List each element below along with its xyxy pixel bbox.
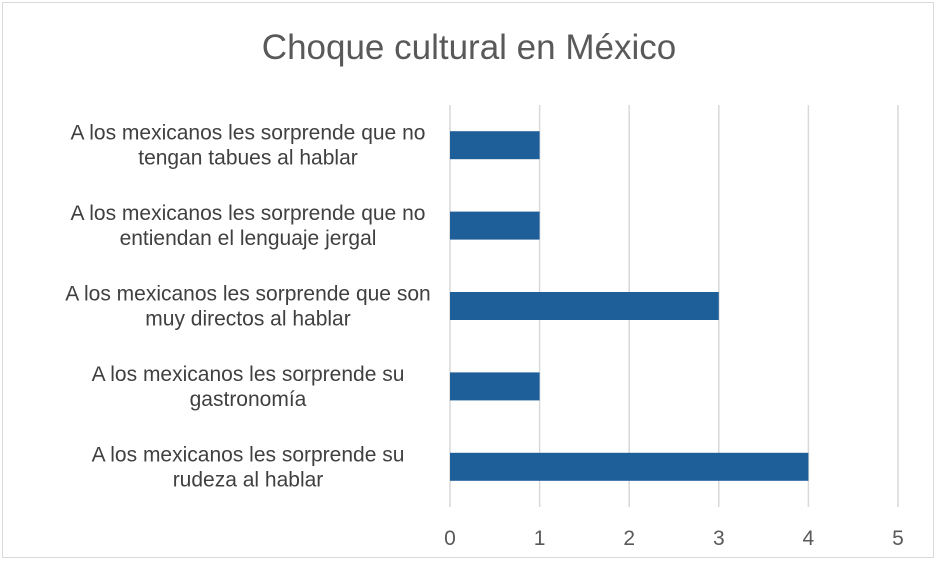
category-label: muy directos al hablar <box>145 308 350 331</box>
x-tick-label: 2 <box>623 527 635 550</box>
category-label: A los mexicanos les sorprende que son <box>65 283 430 306</box>
category-label: A los mexicanos les sorprende que no <box>71 202 426 225</box>
x-tick-label: 4 <box>803 527 815 550</box>
x-tick-label: 3 <box>713 527 725 550</box>
bar <box>450 211 540 240</box>
category-label: A los mexicanos les sorprende su <box>92 443 405 466</box>
category-labels: A los mexicanos les sorprende que noteng… <box>65 122 430 492</box>
x-tick-label: 1 <box>534 527 546 550</box>
category-label: A los mexicanos les sorprende su <box>92 363 405 386</box>
bar <box>450 452 809 481</box>
bar <box>450 131 540 160</box>
category-label: tengan tabues al hablar <box>138 147 358 170</box>
chart-title: Choque cultural en México <box>261 28 677 67</box>
x-tick-label: 5 <box>892 527 904 550</box>
bars <box>450 131 809 481</box>
category-label: entiendan el lenguaje jergal <box>120 227 377 250</box>
bar <box>450 372 540 401</box>
x-tick-label: 0 <box>444 527 456 550</box>
category-label: gastronomía <box>190 388 307 411</box>
category-label: A los mexicanos les sorprende que no <box>71 122 426 145</box>
x-tick-labels: 0 1 2 3 4 5 <box>444 527 904 550</box>
category-label: rudeza al hablar <box>173 468 324 491</box>
bar <box>450 292 719 320</box>
